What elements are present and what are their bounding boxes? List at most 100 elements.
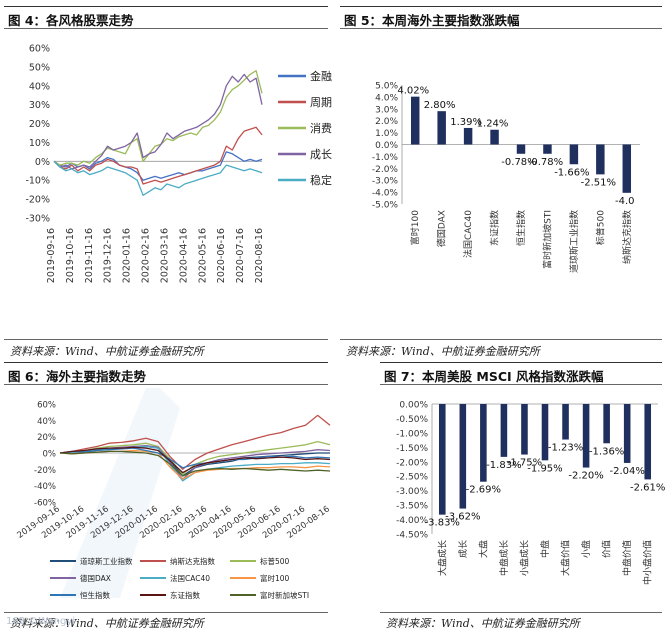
fig5-data-label: -0.78% [501,157,536,168]
fig6-legend-label: 标普500 [260,556,290,566]
fig5-top-rule [340,6,662,7]
fig7-bar [438,404,446,515]
fig5-ytick-label: -5.0% [372,201,399,211]
fig7-category-label: 小盘成长 [518,540,530,576]
fig4-series-line [53,70,263,166]
fig7-bar [582,404,590,468]
fig7-data-label: -2.04% [609,466,644,477]
fig6-chart: 60%40%20%0%-20%-40%-60%2019-09-162019-10… [16,388,332,600]
fig5-bar [490,129,499,145]
fig7-category-label: 大盘成长 [436,540,448,576]
fig6-legend-label: 富时新加坡STI [260,590,309,600]
fig4-ytick-label: -20% [25,195,50,206]
fig7-ytick-label: 0.00% [399,401,428,411]
fig4-series-line [53,126,263,185]
fig6-source: 资料来源：Wind、中航证券金融研究所 [10,617,204,630]
fig7-category-label: 小盘 [580,540,592,558]
fig4-xtick-label: 2020-05-16 [197,228,208,283]
fig6-legend-label: 道琼斯工业指数 [80,556,133,566]
fig6-ytick-label: -40% [34,482,56,492]
fig4-ytick-label: 50% [29,62,50,73]
fig7-data-label: -1.83% [486,460,521,471]
fig7-bar [480,404,487,482]
fig7-category-label: 中盘价值 [621,540,633,576]
fig7-data-label: -2.69% [466,485,501,496]
fig4-xtick-label: 2020-07-16 [235,228,246,283]
fig7-data-label: -1.23% [548,443,583,454]
fig6-legend-label: 法国CAC40 [170,573,210,583]
fig6-legend-label: 富时100 [260,573,290,583]
fig6-ytick-label: 0% [43,450,57,460]
fig7-ytick-label: -1.00% [396,429,428,439]
fig6-ytick-label: 20% [37,433,56,443]
fig4-xtick-label: 2020-06-16 [216,228,227,283]
fig5-category-label: 东证指数 [489,210,501,246]
fig4-series-line [53,151,263,181]
fig4-legend-label: 消费 [310,121,332,135]
watermark: 163 ©Wangyi [6,616,76,627]
fig5-category-label: 法国CAC40 [462,210,474,258]
fig5-ytick-label: 5.0% [375,82,398,92]
fig7-category-label: 大盘价值 [560,540,572,576]
fig7-category-label: 中盘成长 [498,540,510,576]
fig5-ytick-label: 0.0% [375,141,398,151]
fig4-series-line [53,73,263,170]
fig4-xtick-label: 2019-10-16 [65,228,76,283]
fig4-ytick-label: 10% [29,138,50,149]
fig5-bar [463,127,473,145]
fig7-bar [623,404,631,463]
fig6-ytick-label: -20% [34,466,56,476]
fig7-data-label: -3.62% [445,512,480,523]
fig6-legend-label: 德国DAX [80,573,111,583]
fig5-ytick-label: 2.0% [375,117,398,127]
fig7-bar [459,404,467,509]
fig7-ytick-label: -2.00% [396,458,428,468]
fig4-title-rule [4,28,328,29]
fig5-ytick-label: -2.0% [372,165,399,175]
fig5-ytick-label: -3.0% [372,177,399,187]
fig7-source-rule [380,612,662,613]
fig4-ytick-label: 20% [29,119,50,130]
fig7-ytick-label: -3.00% [396,487,428,497]
fig7-data-label: -1.75% [507,458,542,469]
fig4-xtick-label: 2019-12-16 [103,228,114,283]
fig4-xtick-label: 2020-08-16 [254,228,265,283]
fig7-source: 资料来源：Wind、中航证券金融研究所 [386,617,580,630]
fig4-legend-label: 成长 [310,148,332,161]
fig6-source-rule [4,612,328,613]
fig4-xtick-label: 2019-09-16 [46,228,57,283]
fig6-series-line [59,450,331,477]
fig7-data-label: -1.95% [527,463,562,474]
fig5-data-label: 4.02% [397,86,429,97]
fig5-bar [516,144,526,154]
fig6-legend-label: 东证指数 [170,590,200,600]
fig4-source: 资料来源：Wind、中航证券金融研究所 [10,345,204,358]
fig6-background-watermark-shape [60,388,180,598]
fig7-bar [541,404,549,461]
fig5-data-label: -4.0 [615,196,635,207]
fig4-legend-label: 周期 [310,96,332,109]
fig5-bar [437,111,446,145]
fig7-category-label: 成长 [457,540,469,558]
fig7-category-label: 中小盘价值 [642,540,654,585]
fig5-bar [543,144,552,154]
fig7-data-label: -1.36% [589,446,624,457]
fig4-ytick-label: 0% [35,157,50,168]
fig7-title-rule [380,384,662,385]
fig4-ytick-label: -10% [25,176,50,187]
fig5-ytick-label: -4.0% [372,189,399,199]
fig6-series-line [59,446,331,474]
fig6-title-rule [4,384,328,385]
fig7-ytick-label: -0.50% [396,415,428,425]
fig4-series-line [53,160,263,196]
fig7-bar [521,404,528,455]
fig4-legend-label: 金融 [310,69,332,83]
fig7-ytick-label: -4.50% [396,531,428,541]
fig7-bar [562,404,569,440]
fig7-data-label: -3.83% [425,518,460,529]
fig7-ytick-label: -2.50% [396,473,428,483]
fig6-ytick-label: -60% [34,499,56,509]
fig7-ytick-label: -4.00% [396,516,428,526]
fig5-source-rule [340,339,662,340]
fig7-ytick-label: -1.50% [396,444,428,454]
